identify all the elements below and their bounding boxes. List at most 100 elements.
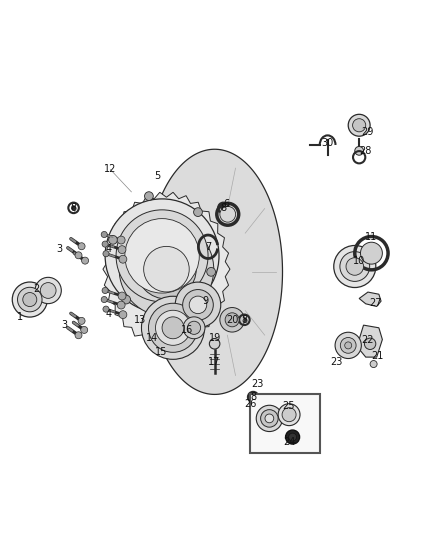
Text: 6: 6	[224, 199, 230, 209]
Circle shape	[335, 332, 361, 359]
Text: 25: 25	[282, 401, 294, 411]
Circle shape	[75, 252, 82, 259]
Circle shape	[220, 206, 236, 222]
Text: 27: 27	[370, 298, 382, 308]
Circle shape	[35, 277, 61, 304]
Circle shape	[183, 289, 213, 320]
Circle shape	[101, 296, 107, 303]
Circle shape	[286, 430, 300, 444]
Circle shape	[289, 433, 297, 441]
Text: 11: 11	[365, 232, 378, 242]
Circle shape	[360, 242, 382, 264]
Circle shape	[102, 241, 108, 247]
Text: 14: 14	[146, 334, 159, 343]
Circle shape	[23, 293, 37, 306]
Text: 22: 22	[361, 335, 373, 345]
Circle shape	[40, 282, 56, 298]
Circle shape	[78, 317, 85, 325]
Text: 13: 13	[134, 315, 146, 325]
Circle shape	[103, 251, 109, 257]
Text: 1: 1	[17, 312, 23, 322]
Circle shape	[144, 246, 189, 292]
Text: 23: 23	[330, 358, 343, 367]
Text: 4: 4	[106, 310, 112, 319]
Circle shape	[103, 306, 109, 312]
Text: 3: 3	[62, 320, 68, 330]
Bar	[250, 394, 320, 453]
Polygon shape	[357, 325, 382, 357]
Circle shape	[75, 332, 82, 339]
Polygon shape	[359, 292, 381, 306]
Circle shape	[119, 311, 127, 319]
Text: 7: 7	[205, 242, 211, 252]
Circle shape	[81, 326, 88, 334]
Text: 23: 23	[251, 379, 264, 389]
Circle shape	[117, 236, 125, 244]
Text: 26: 26	[244, 399, 257, 409]
Circle shape	[18, 287, 42, 312]
Circle shape	[122, 295, 131, 304]
Circle shape	[334, 246, 376, 287]
Text: 3: 3	[56, 245, 62, 254]
Circle shape	[364, 338, 376, 350]
Circle shape	[119, 255, 127, 263]
Circle shape	[261, 410, 278, 427]
Text: 28: 28	[360, 146, 372, 156]
Circle shape	[209, 338, 220, 349]
Circle shape	[109, 236, 117, 244]
Circle shape	[225, 313, 239, 327]
Circle shape	[145, 192, 153, 200]
Circle shape	[345, 342, 352, 349]
Text: 21: 21	[371, 351, 384, 361]
Text: 19: 19	[208, 334, 221, 343]
Circle shape	[221, 206, 226, 210]
Circle shape	[282, 408, 296, 422]
Circle shape	[355, 147, 364, 155]
Text: 8: 8	[250, 392, 256, 402]
Circle shape	[340, 337, 356, 353]
Text: 9: 9	[202, 296, 208, 306]
Text: 10: 10	[353, 256, 365, 266]
Circle shape	[348, 114, 370, 136]
Circle shape	[251, 395, 255, 399]
Polygon shape	[103, 192, 230, 346]
Circle shape	[105, 199, 219, 313]
Circle shape	[278, 403, 300, 426]
Circle shape	[155, 310, 191, 345]
Circle shape	[117, 301, 125, 309]
Circle shape	[256, 405, 283, 432]
Circle shape	[189, 296, 207, 313]
Circle shape	[346, 258, 364, 275]
Circle shape	[370, 360, 377, 368]
Circle shape	[78, 243, 85, 250]
Text: 24: 24	[283, 438, 295, 447]
Circle shape	[265, 414, 274, 423]
Circle shape	[175, 282, 221, 328]
Text: 15: 15	[155, 347, 167, 357]
Circle shape	[242, 318, 247, 322]
Circle shape	[340, 252, 370, 281]
Text: 29: 29	[362, 127, 374, 137]
Circle shape	[194, 208, 202, 216]
Circle shape	[12, 282, 47, 317]
Text: 8: 8	[220, 203, 226, 213]
Text: 12: 12	[104, 165, 117, 174]
Circle shape	[187, 321, 201, 334]
Circle shape	[162, 317, 184, 339]
Circle shape	[353, 119, 366, 132]
Circle shape	[118, 292, 126, 300]
Circle shape	[118, 246, 126, 254]
Circle shape	[171, 311, 180, 320]
Circle shape	[101, 231, 107, 238]
Circle shape	[141, 296, 205, 359]
Text: 5: 5	[155, 171, 161, 181]
Text: 8: 8	[241, 315, 247, 325]
Circle shape	[125, 219, 199, 293]
Circle shape	[116, 210, 208, 302]
Text: 8: 8	[71, 203, 77, 213]
Circle shape	[81, 257, 88, 264]
Circle shape	[102, 287, 108, 294]
Text: 4: 4	[106, 245, 112, 254]
Text: 17: 17	[208, 358, 220, 367]
Text: 2: 2	[33, 285, 39, 294]
